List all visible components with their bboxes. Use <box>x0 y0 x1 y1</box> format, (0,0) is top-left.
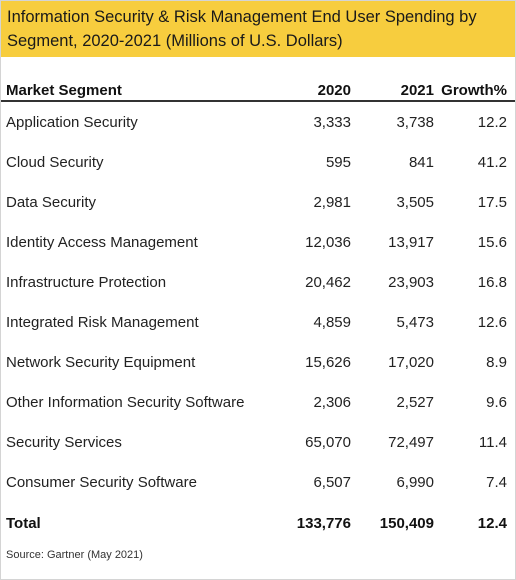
total-growth-cell: 12.4 <box>477 514 507 532</box>
table-row: Application Security 3,333 3,738 12.2 <box>1 101 515 142</box>
value-2021-cell: 13,917 <box>388 233 434 251</box>
value-2020-cell: 20,462 <box>305 273 351 291</box>
table-row: Consumer Security Software 6,507 6,990 7… <box>1 462 515 502</box>
value-2020-cell: 6,507 <box>313 473 351 491</box>
growth-cell: 9.6 <box>486 393 507 411</box>
header-row: Market Segment 2020 2021 Growth% <box>1 77 515 102</box>
growth-cell: 12.6 <box>477 313 507 331</box>
value-2021-cell: 23,903 <box>388 273 434 291</box>
column-header-growth: Growth% <box>435 77 515 102</box>
table-row: Network Security Equipment 15,626 17,020… <box>1 342 515 382</box>
table-title: Information Security & Risk Management E… <box>1 1 515 57</box>
table-row: Data Security 2,981 3,505 17.5 <box>1 182 515 222</box>
value-2020-cell: 2,306 <box>313 393 351 411</box>
spending-table: Market Segment 2020 2021 Growth% Applica… <box>1 77 515 544</box>
total-label: Total <box>6 514 41 532</box>
value-2021-cell: 841 <box>408 153 434 171</box>
value-2021-cell: 6,990 <box>396 473 434 491</box>
segment-cell: Network Security Equipment <box>6 353 196 371</box>
value-2021-cell: 17,020 <box>388 353 434 371</box>
total-2021-cell: 150,409 <box>379 514 434 532</box>
total-2020-cell: 133,776 <box>296 514 351 532</box>
growth-cell: 17.5 <box>477 193 507 211</box>
column-header-2021: 2021 <box>359 77 435 102</box>
table-row: Security Services 65,070 72,497 11.4 <box>1 422 515 462</box>
table-row: Infrastructure Protection 20,462 23,903 … <box>1 262 515 302</box>
value-2021-cell: 72,497 <box>388 433 434 451</box>
value-2020-cell: 3,333 <box>313 113 351 131</box>
growth-cell: 16.8 <box>477 273 507 291</box>
growth-cell: 11.4 <box>478 433 507 451</box>
table-row: Identity Access Management 12,036 13,917… <box>1 222 515 262</box>
table-row: Cloud Security 595 841 41.2 <box>1 142 515 182</box>
value-2021-cell: 3,505 <box>396 193 434 211</box>
value-2020-cell: 65,070 <box>305 433 351 451</box>
total-row: Total 133,776 150,409 12.4 <box>1 502 515 544</box>
segment-cell: Consumer Security Software <box>6 473 197 491</box>
segment-cell: Integrated Risk Management <box>6 313 199 331</box>
segment-cell: Application Security <box>6 113 138 131</box>
segment-cell: Identity Access Management <box>6 233 198 251</box>
growth-cell: 15.6 <box>477 233 507 251</box>
column-header-2020: 2020 <box>283 77 359 102</box>
segment-cell: Cloud Security <box>6 153 104 171</box>
growth-cell: 12.2 <box>477 113 507 131</box>
value-2020-cell: 4,859 <box>313 313 351 331</box>
segment-cell: Infrastructure Protection <box>6 273 167 291</box>
segment-cell: Data Security <box>6 193 97 211</box>
value-2020-cell: 12,036 <box>305 233 351 251</box>
value-2020-cell: 15,626 <box>305 353 351 371</box>
value-2020-cell: 595 <box>325 153 351 171</box>
value-2021-cell: 2,527 <box>396 393 434 411</box>
column-header-segment: Market Segment <box>1 77 283 102</box>
value-2021-cell: 3,738 <box>396 113 434 131</box>
table-row: Integrated Risk Management 4,859 5,473 1… <box>1 302 515 342</box>
value-2021-cell: 5,473 <box>396 313 434 331</box>
segment-cell: Security Services <box>6 433 122 451</box>
table-row: Other Information Security Software 2,30… <box>1 382 515 422</box>
growth-cell: 41.2 <box>477 153 507 171</box>
value-2020-cell: 2,981 <box>313 193 351 211</box>
source-note: Source: Gartner (May 2021) <box>6 549 143 561</box>
growth-cell: 8.9 <box>486 353 507 371</box>
segment-cell: Other Information Security Software <box>6 393 245 411</box>
growth-cell: 7.4 <box>486 473 507 491</box>
